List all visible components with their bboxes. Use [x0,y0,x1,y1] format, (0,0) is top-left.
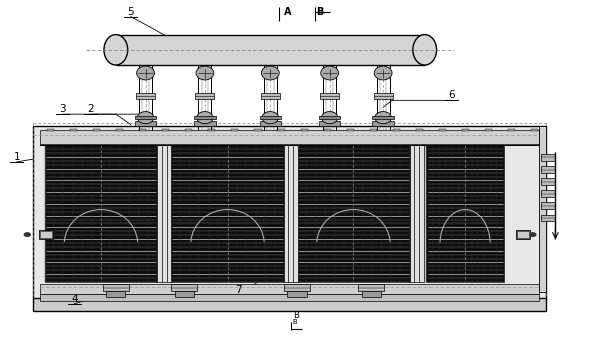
Ellipse shape [137,66,154,80]
Bar [284,284,310,291]
Bar [372,121,394,126]
Bar [362,291,381,297]
Ellipse shape [321,66,339,80]
Bar [485,129,492,131]
Bar [185,129,192,131]
Text: 7: 7 [235,285,242,295]
Bar [297,145,410,282]
Bar [358,284,384,291]
Bar [254,129,261,131]
Text: 1: 1 [13,152,20,162]
Bar [171,284,197,291]
Bar [410,145,424,282]
Bar [171,145,284,282]
Ellipse shape [321,111,338,124]
Bar [208,129,216,131]
Bar [136,93,155,99]
Bar [287,291,307,297]
Text: 3: 3 [59,104,67,114]
Bar [426,145,504,282]
Ellipse shape [261,66,279,80]
Text: 2: 2 [87,104,94,114]
Bar [372,116,394,119]
Bar [40,231,52,238]
Bar [231,129,238,131]
Bar [162,129,169,131]
Bar [301,129,308,131]
Bar [116,129,123,131]
Ellipse shape [197,111,213,124]
Text: B: B [293,319,298,325]
Ellipse shape [413,35,437,65]
Bar [39,230,53,239]
Bar [393,129,400,131]
Bar [70,129,77,131]
Text: B: B [293,311,299,320]
Bar [541,154,555,161]
Bar [33,298,546,311]
Bar [541,178,555,185]
Text: 6: 6 [448,90,455,100]
Bar [508,129,515,131]
Bar [531,129,538,131]
Bar [93,129,100,131]
Bar [539,126,546,292]
Bar [135,116,156,119]
Bar [116,35,425,65]
Bar [139,129,146,131]
Bar [103,284,129,291]
Bar [106,291,125,297]
Bar [47,129,54,131]
Bar [135,121,156,126]
Bar [541,215,555,221]
Bar [369,129,377,131]
Bar [347,129,354,131]
Bar [541,202,555,209]
Bar [541,190,555,197]
Bar [40,130,539,145]
Bar [157,145,171,282]
Bar [277,129,285,131]
Bar [374,93,393,99]
Bar [320,93,339,99]
Bar [260,116,281,119]
Bar [462,129,469,131]
Bar [195,93,214,99]
Bar [45,145,157,282]
Bar [439,129,446,131]
Bar [319,116,340,119]
Bar [284,145,298,282]
Circle shape [530,233,536,236]
Bar [40,294,539,301]
Bar [194,121,216,126]
Text: A: A [284,7,292,17]
Bar [416,129,423,131]
Ellipse shape [196,66,214,80]
Bar [175,291,194,297]
Bar [40,284,539,294]
Text: 5: 5 [127,7,134,17]
Ellipse shape [262,111,279,124]
Bar [261,93,280,99]
Bar [260,121,281,126]
Text: 4: 4 [71,294,78,304]
Circle shape [24,233,30,236]
Text: B: B [317,7,324,17]
Bar [541,166,555,173]
Bar [517,231,529,238]
Bar [194,116,216,119]
Bar [324,129,331,131]
Ellipse shape [137,111,154,124]
Bar [516,230,530,239]
Bar [319,121,340,126]
Bar [33,126,546,299]
Ellipse shape [374,66,392,80]
Ellipse shape [104,35,128,65]
Ellipse shape [375,111,391,124]
